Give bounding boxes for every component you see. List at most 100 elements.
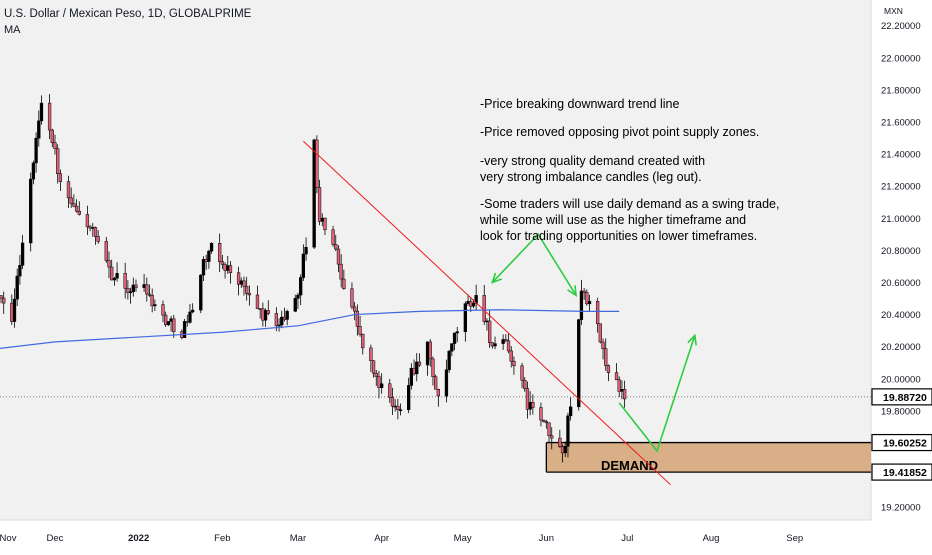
candle-down [350, 288, 354, 308]
candle-down [93, 227, 98, 237]
candle-down [614, 372, 619, 381]
candle-down [598, 323, 602, 343]
annotation-line: look for trading opportunities on lower … [480, 229, 757, 243]
candle-down [331, 229, 335, 245]
symbol-title[interactable]: U.S. Dollar / Mexican Peso, 1D, GLOBALPR… [4, 8, 252, 20]
indicator-label-ma[interactable]: MA [4, 24, 21, 36]
candle-down [541, 419, 546, 422]
price-label-box [871, 463, 932, 481]
candle-down [509, 350, 513, 362]
annotation-line: -very strong quality demand created with [480, 154, 705, 168]
price-axis-currency: MXN [884, 6, 903, 16]
x-tick-label: Dec [47, 533, 64, 544]
annotation-line: while some will use as the higher timefr… [479, 213, 746, 227]
price-label-box [871, 433, 932, 452]
candle-down [72, 203, 76, 207]
candle-down [342, 278, 346, 290]
arrow-head [567, 285, 578, 297]
candle-up [380, 383, 384, 388]
y-tick-label: 20.20000 [881, 342, 921, 353]
candle-up [301, 253, 306, 278]
candle-up [528, 402, 532, 410]
x-tick-label: Feb [214, 533, 230, 544]
candle-down [110, 266, 114, 281]
price-label: 19.41852 [883, 467, 927, 479]
candle-down [374, 372, 378, 377]
candle-down [315, 139, 319, 188]
x-tick-label: Jun [539, 533, 554, 544]
candle-down [77, 210, 81, 215]
candle-down [0, 295, 3, 299]
candle-up [37, 120, 41, 139]
candle-down [487, 320, 492, 343]
candle-down [482, 295, 486, 322]
candle-down [223, 264, 227, 271]
candle-down [506, 340, 511, 352]
candle-down [172, 318, 176, 332]
candle-down [145, 284, 149, 295]
chart-header: U.S. Dollar / Mexican Peso, 1D, GLOBALPR… [4, 6, 251, 38]
y-tick-label: 22.20000 [881, 21, 921, 32]
candle-up [312, 139, 316, 248]
candle-up [239, 280, 243, 285]
candle-up [407, 385, 411, 410]
candle-down [431, 358, 435, 377]
candle-down [520, 365, 524, 381]
candle-down [66, 181, 71, 199]
candle-up [293, 298, 297, 312]
candle-down [228, 265, 233, 273]
candle-down [606, 365, 611, 373]
x-tick-label: Nov [0, 533, 17, 544]
candle-down [560, 446, 565, 454]
candle-up [12, 298, 17, 322]
candle-down [358, 326, 362, 335]
y-tick-label: 21.40000 [881, 150, 921, 161]
candle-up [112, 277, 117, 281]
projection-arrow-2 [618, 335, 696, 453]
candle-down [539, 407, 543, 421]
arrow-head [491, 272, 502, 284]
candle-up [263, 310, 268, 321]
y-tick-label: 20.80000 [881, 246, 921, 257]
candle-down [126, 288, 130, 294]
candle-down [531, 402, 535, 408]
candle-up [296, 294, 300, 299]
y-tick-label: 21.20000 [881, 182, 921, 193]
candle-up [115, 273, 119, 279]
candle-down [544, 421, 548, 424]
candle-down [85, 214, 90, 228]
candle-down [361, 333, 365, 349]
y-tick-label: 21.80000 [881, 85, 921, 96]
y-tick-label: 21.60000 [881, 117, 921, 128]
candle-up [128, 291, 133, 294]
candle-down [47, 102, 52, 131]
candle-down [336, 248, 341, 265]
candle-up [409, 367, 414, 386]
demand-zone-label: DEMAND [601, 458, 658, 473]
candle-up [91, 227, 95, 229]
candle-up [471, 303, 476, 307]
candle-down [512, 360, 516, 367]
y-tick-label: 22.00000 [881, 53, 921, 64]
candle-down [245, 285, 249, 294]
candle-down [53, 142, 57, 149]
candle-down [433, 376, 438, 390]
candle-down [236, 272, 241, 285]
candle-down [147, 293, 152, 296]
candle-down [274, 313, 279, 327]
candle-down [353, 306, 357, 312]
candle-down [317, 187, 322, 222]
candle-down [10, 302, 14, 322]
candle-down [595, 301, 600, 324]
candle-down [469, 301, 473, 307]
candle-up [39, 102, 44, 122]
candle-down [355, 310, 360, 327]
candle-up [226, 265, 230, 271]
candle-down [396, 405, 400, 410]
candle-up [15, 275, 19, 300]
x-tick-label: Aug [703, 533, 720, 544]
x-tick-label: May [454, 533, 472, 544]
y-tick-label: 20.00000 [881, 374, 921, 385]
